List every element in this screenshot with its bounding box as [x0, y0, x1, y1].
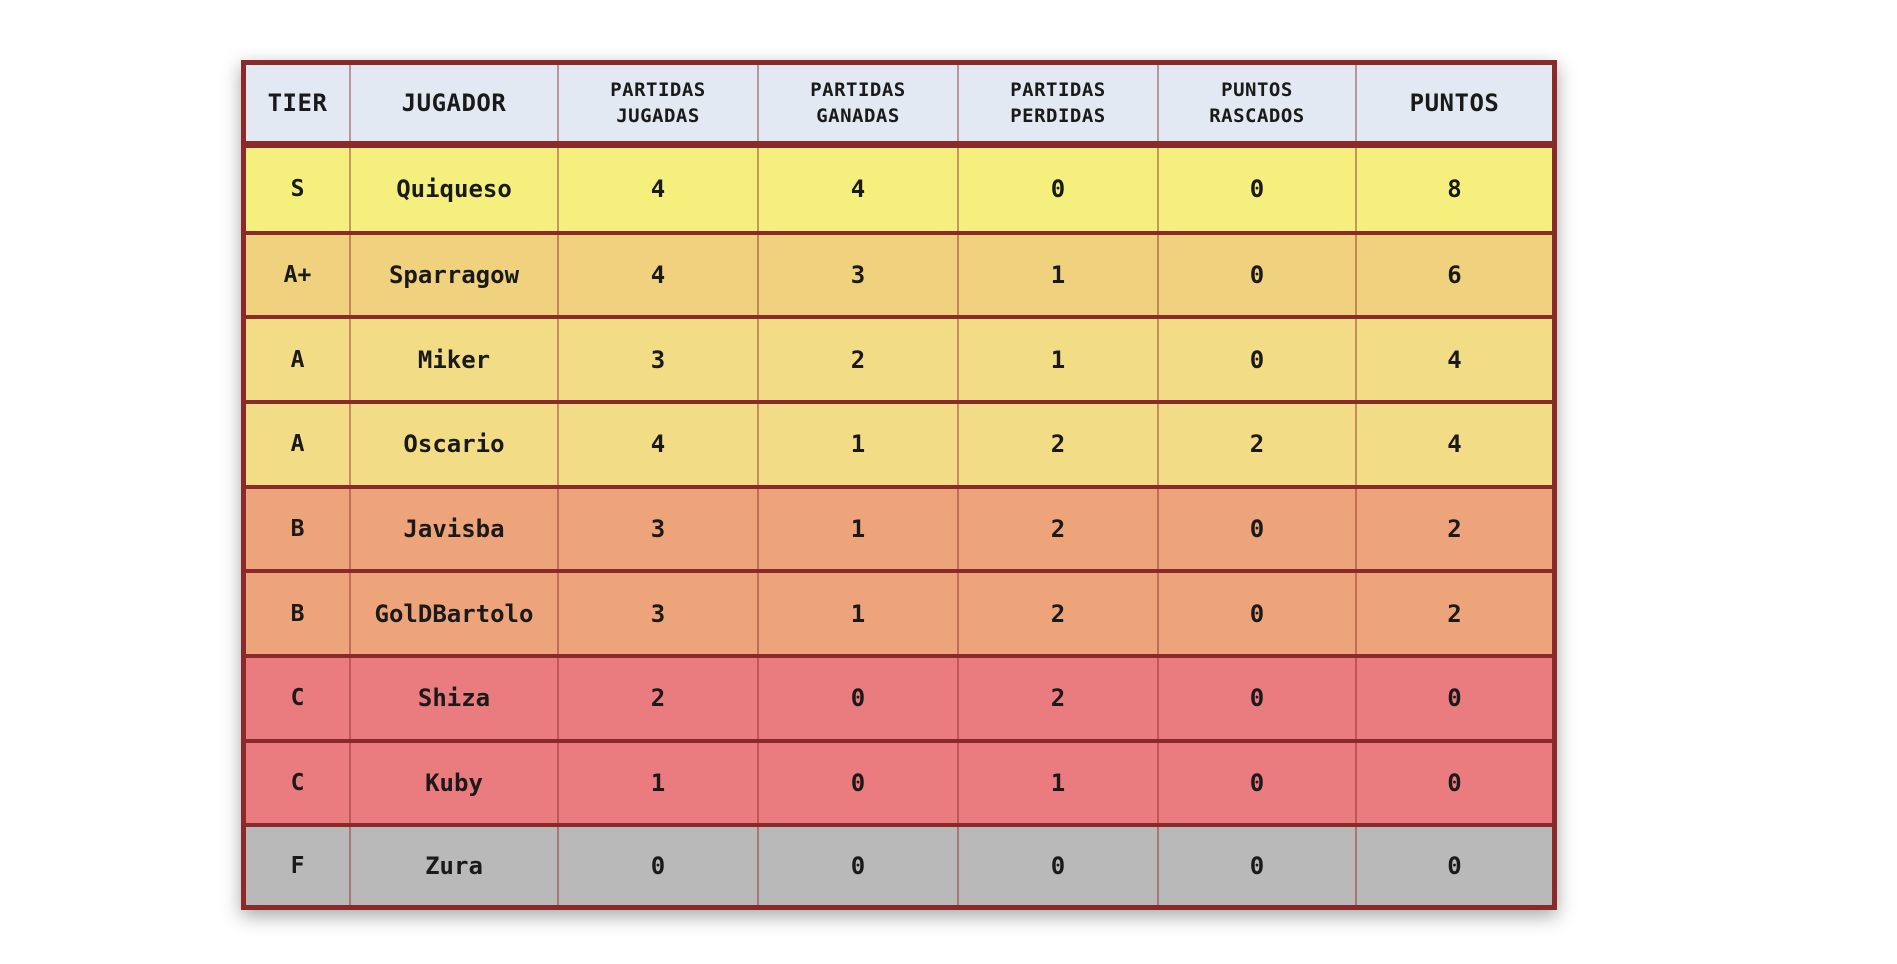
table-row: A Oscario 4 1 2 2 4	[246, 402, 1552, 487]
table-row: B Javisba 3 1 2 0 2	[246, 486, 1552, 572]
scraped-cell: 0	[1158, 486, 1357, 572]
column-header-text: TIER	[267, 88, 328, 117]
tier-cell: A	[246, 317, 351, 403]
column-header-lost: PARTIDAS PERDIDAS	[958, 65, 1159, 144]
lost-cell: 1	[958, 317, 1159, 403]
scraped-cell: 0	[1158, 232, 1357, 318]
played-cell: 3	[558, 317, 759, 403]
column-header-text: GANADAS	[816, 104, 900, 127]
tier-cell: C	[246, 656, 351, 741]
column-header-scraped: PUNTOS RASCADOS	[1158, 65, 1357, 144]
player-cell: Shiza	[350, 656, 559, 741]
tier-cell: F	[246, 825, 351, 905]
scraped-cell: 0	[1158, 144, 1357, 233]
player-cell: Oscario	[350, 402, 559, 487]
table-row: A+ Sparragow 4 3 1 0 6	[246, 232, 1552, 318]
played-cell: 1	[558, 740, 759, 826]
points-cell: 2	[1447, 515, 1462, 544]
table-body: S Quiqueso 4 4 0 0 8 A+ Sparragow 4 3 1 0 6 A Miker 3 2 1 0…	[246, 144, 1552, 905]
points-cell: 0	[1447, 684, 1462, 713]
played-cell: 4	[558, 144, 759, 233]
points-cell: 2	[1447, 599, 1462, 628]
won-cell: 1	[758, 571, 959, 657]
played-cell: 3	[558, 571, 759, 657]
points-cell: 8	[1447, 175, 1462, 204]
player-cell: Miker	[350, 317, 559, 403]
standings-table: TIER JUGADOR PARTIDAS JUGADAS PARTIDAS GANADA…	[246, 65, 1552, 905]
scraped-cell: 0	[1158, 317, 1357, 403]
column-header-text: PUNTOS	[1221, 78, 1293, 101]
player-cell: Javisba	[350, 486, 559, 572]
won-cell: 0	[758, 825, 959, 905]
played-cell: 0	[558, 825, 759, 905]
column-header-text: PARTIDAS	[1010, 78, 1106, 101]
table-row: S Quiqueso 4 4 0 0 8	[246, 144, 1552, 233]
column-header-text: PUNTOS	[1409, 88, 1500, 117]
won-cell: 3	[758, 232, 959, 318]
scraped-cell: 2	[1158, 402, 1357, 487]
column-header-player: JUGADOR	[350, 65, 559, 144]
points-cell: 0	[1447, 852, 1462, 881]
won-cell: 1	[758, 402, 959, 487]
column-header-points: PUNTOS	[1356, 65, 1552, 144]
column-header-text: PARTIDAS	[610, 78, 706, 101]
lost-cell: 2	[958, 571, 1159, 657]
tier-cell: B	[246, 571, 351, 657]
column-header-played: PARTIDAS JUGADAS	[558, 65, 759, 144]
column-header-text: JUGADOR	[401, 88, 507, 117]
player-cell: GolDBartolo	[350, 571, 559, 657]
table-row: F Zura 0 0 0 0 0	[246, 825, 1552, 905]
table-row: B GolDBartolo 3 1 2 0 2	[246, 571, 1552, 657]
standings-board: TIER JUGADOR PARTIDAS JUGADAS PARTIDAS GANADA…	[241, 60, 1557, 910]
points-cell: 4	[1447, 345, 1462, 374]
played-cell: 2	[558, 656, 759, 741]
tier-cell: S	[246, 144, 351, 233]
tier-cell: C	[246, 740, 351, 826]
won-cell: 1	[758, 486, 959, 572]
tier-cell: B	[246, 486, 351, 572]
column-header-text: PARTIDAS	[810, 78, 906, 101]
scraped-cell: 0	[1158, 825, 1357, 905]
column-header-tier: TIER	[246, 65, 351, 144]
points-cell: 6	[1447, 261, 1462, 290]
won-cell: 4	[758, 144, 959, 233]
lost-cell: 2	[958, 402, 1159, 487]
table-row: A Miker 3 2 1 0 4	[246, 317, 1552, 403]
lost-cell: 0	[958, 825, 1159, 905]
won-cell: 0	[758, 740, 959, 826]
scraped-cell: 0	[1158, 656, 1357, 741]
tier-cell: A	[246, 402, 351, 487]
player-cell: Sparragow	[350, 232, 559, 318]
won-cell: 2	[758, 317, 959, 403]
header-row: TIER JUGADOR PARTIDAS JUGADAS PARTIDAS GANADA…	[246, 65, 1552, 144]
player-cell: Quiqueso	[350, 144, 559, 233]
column-header-text: PERDIDAS	[1010, 104, 1106, 127]
lost-cell: 2	[958, 486, 1159, 572]
scraped-cell: 0	[1158, 740, 1357, 826]
lost-cell: 1	[958, 740, 1159, 826]
won-cell: 0	[758, 656, 959, 741]
points-cell: 0	[1447, 769, 1462, 798]
played-cell: 3	[558, 486, 759, 572]
tier-cell: A+	[246, 232, 351, 318]
table-row: C Shiza 2 0 2 0 0	[246, 656, 1552, 741]
scraped-cell: 0	[1158, 571, 1357, 657]
played-cell: 4	[558, 232, 759, 318]
column-header-text: JUGADAS	[616, 104, 700, 127]
column-header-won: PARTIDAS GANADAS	[758, 65, 959, 144]
lost-cell: 0	[958, 144, 1159, 233]
table-row: C Kuby 1 0 1 0 0	[246, 740, 1552, 826]
column-header-text: RASCADOS	[1209, 104, 1305, 127]
points-cell: 4	[1447, 430, 1462, 459]
lost-cell: 1	[958, 232, 1159, 318]
player-cell: Kuby	[350, 740, 559, 826]
player-cell: Zura	[350, 825, 559, 905]
played-cell: 4	[558, 402, 759, 487]
lost-cell: 2	[958, 656, 1159, 741]
